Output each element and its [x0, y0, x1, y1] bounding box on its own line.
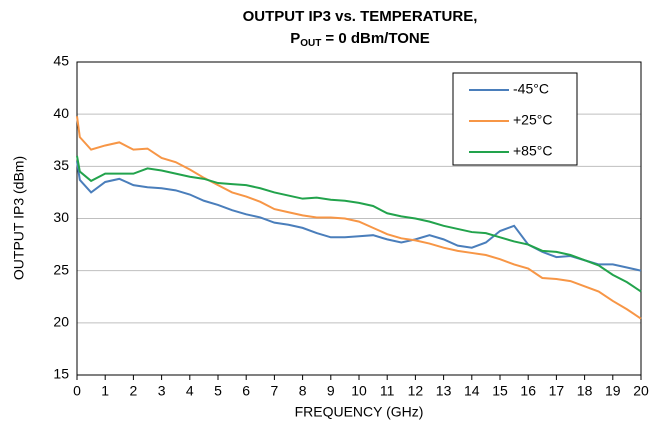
- subtitle-rest: = 0 dBm/TONE: [325, 30, 429, 47]
- y-tick-label: 15: [53, 366, 69, 382]
- x-tick-label: 2: [130, 383, 138, 399]
- x-tick-label: 8: [299, 383, 307, 399]
- x-tick-label: 17: [549, 383, 565, 399]
- y-tick-label: 20: [53, 314, 69, 330]
- x-tick-label: 15: [492, 383, 508, 399]
- series-line: [76, 155, 642, 293]
- y-axis-title: OUTPUT IP3 (dBm): [11, 156, 27, 280]
- legend-label: -45°C: [513, 81, 549, 97]
- chart-title: OUTPUT IP3 vs. TEMPERATURE,: [243, 8, 478, 25]
- x-tick-label: 10: [351, 383, 367, 399]
- y-tick-label: 45: [53, 53, 69, 69]
- x-tick-label: 18: [577, 383, 593, 399]
- x-tick-label: 5: [214, 383, 222, 399]
- x-tick-label: 4: [186, 383, 194, 399]
- legend-box: [452, 72, 578, 166]
- plot-frame: [76, 61, 642, 376]
- y-tick-label: 35: [53, 157, 69, 173]
- x-tick-label: 0: [73, 383, 81, 399]
- x-axis-title: FREQUENCY (GHz): [295, 404, 424, 420]
- y-tick-label: 40: [53, 105, 69, 121]
- x-tick-label: 13: [436, 383, 452, 399]
- x-tick-label: 3: [158, 383, 166, 399]
- x-tick-label: 19: [605, 383, 621, 399]
- series-line: [76, 160, 642, 272]
- x-tick-label: 6: [242, 383, 250, 399]
- chart-subtitle: POUT = 0 dBm/TONE: [290, 30, 429, 49]
- x-tick-label: 9: [327, 383, 335, 399]
- x-tick-label: 12: [408, 383, 424, 399]
- legend-label: +85°C: [513, 143, 552, 159]
- x-tick-label: 20: [633, 383, 649, 399]
- x-tick-label: 1: [101, 383, 109, 399]
- x-tick-label: 11: [380, 383, 395, 399]
- x-tick-label: 7: [271, 383, 279, 399]
- y-tick-label: 30: [53, 209, 69, 225]
- subtitle-base: P: [290, 30, 300, 47]
- y-tick-label: 25: [53, 261, 69, 277]
- series-line: [76, 116, 642, 320]
- legend-label: +25°C: [513, 112, 552, 128]
- x-tick-label: 14: [464, 383, 480, 399]
- subtitle-sub: OUT: [300, 38, 321, 49]
- x-tick-label: 16: [520, 383, 536, 399]
